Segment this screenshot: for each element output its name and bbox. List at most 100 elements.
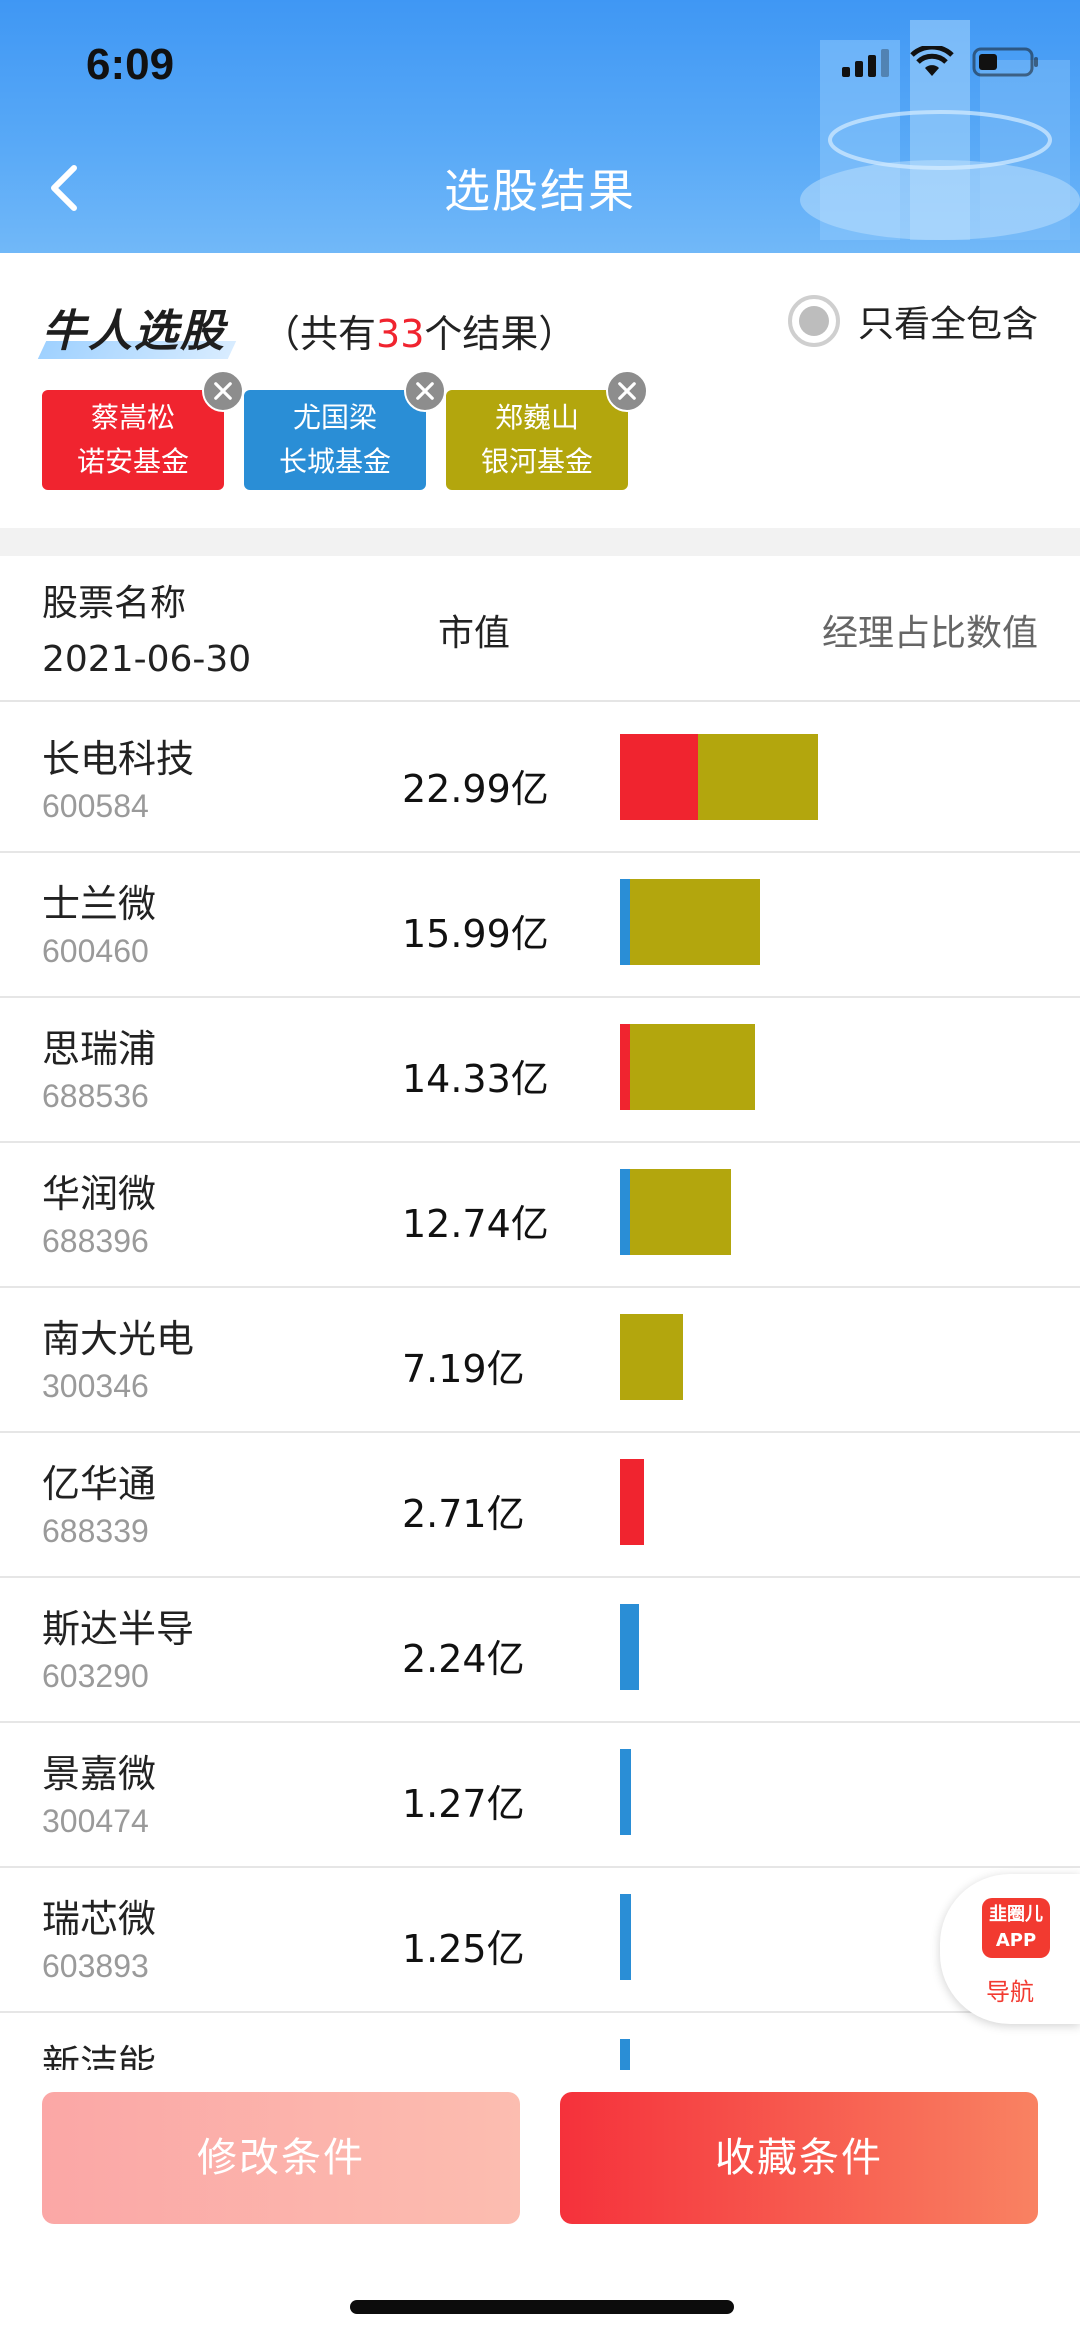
nav-floating-button[interactable]: 韭圈儿 APP 导航 <box>940 1874 1080 2024</box>
stock-row[interactable]: 华润微 688396 12.74亿 <box>0 1143 1080 1288</box>
include-all-label: 只看全包含 <box>857 304 1038 345</box>
remove-tag-icon[interactable] <box>202 370 244 412</box>
market-cap-value: 1.25亿 <box>402 1927 525 1971</box>
stock-code: 688396 <box>42 1223 149 1259</box>
nav-label: 导航 <box>986 1978 1034 2006</box>
stock-row[interactable]: 景嘉微 300474 1.27亿 <box>0 1723 1080 1868</box>
stock-name: 华润微 <box>42 1172 157 1216</box>
manager-tag[interactable]: 蔡嵩松 诺安基金 <box>42 370 244 490</box>
market-cap-value: 2.71亿 <box>402 1492 525 1536</box>
manager-ratio-bar <box>620 734 818 820</box>
column-manager-ratio[interactable]: 经理占比数值 <box>821 613 1038 654</box>
ratio-segment <box>620 1604 639 1690</box>
home-indicator <box>350 2300 734 2314</box>
column-stock-name-label: 股票名称 <box>42 583 187 624</box>
stock-code: 688339 <box>42 1513 149 1549</box>
market-cap-value: 12.74亿 <box>402 1202 549 1246</box>
app-header: 6:09 选股结果 <box>0 0 1080 253</box>
stock-name: 长电科技 <box>42 737 195 781</box>
manager-tag[interactable]: 尤国梁 长城基金 <box>244 370 446 490</box>
stock-row[interactable]: 斯达半导 603290 2.24亿 <box>0 1578 1080 1723</box>
stock-name: 亿华通 <box>42 1462 157 1506</box>
ratio-segment <box>620 879 630 965</box>
ratio-segment <box>620 1459 644 1545</box>
ratio-segment <box>620 1314 683 1400</box>
ratio-segment <box>620 1169 630 1255</box>
ratio-segment <box>620 1894 631 1980</box>
stock-name: 瑞芯微 <box>42 1897 157 1941</box>
manager-ratio-bar <box>620 879 760 965</box>
stock-row[interactable]: 瑞芯微 603893 1.25亿 <box>0 1868 1080 2013</box>
stock-name: 思瑞浦 <box>42 1027 157 1071</box>
result-count-number: 33 <box>376 312 425 356</box>
ratio-segment <box>620 1749 631 1835</box>
manager-ratio-bar <box>620 1749 631 1835</box>
stock-list: 长电科技 600584 22.99亿士兰微 600460 15.99亿思瑞浦 688536… <box>0 708 1080 2070</box>
stock-code: 600460 <box>42 933 149 969</box>
manager-fund: 长城基金 <box>278 445 391 478</box>
manager-tags: 蔡嵩松 诺安基金 尤国梁 长城基金 郑巍山 银河基金 <box>42 370 648 490</box>
ratio-segment <box>620 1024 630 1110</box>
remove-tag-icon[interactable] <box>404 370 446 412</box>
ratio-segment <box>630 1024 755 1110</box>
report-date: 2021-06-30 <box>42 639 252 680</box>
back-icon[interactable] <box>40 158 90 218</box>
stock-code: 603290 <box>42 1658 149 1694</box>
stock-row[interactable]: 亿华通 688339 2.71亿 <box>0 1433 1080 1578</box>
remove-tag-icon[interactable] <box>606 370 648 412</box>
stock-row[interactable]: 新洁能 <box>0 2013 1080 2070</box>
stock-code: 688536 <box>42 1078 149 1114</box>
stock-name: 士兰微 <box>42 882 157 926</box>
stock-row[interactable]: 南大光电 300346 7.19亿 <box>0 1288 1080 1433</box>
stock-name: 南大光电 <box>42 1317 195 1361</box>
market-cap-value: 22.99亿 <box>402 767 549 811</box>
manager-name: 郑巍山 <box>494 401 579 434</box>
stock-row[interactable]: 思瑞浦 688536 14.33亿 <box>0 998 1080 1143</box>
stock-code: 600584 <box>42 788 149 824</box>
battery-icon <box>972 47 1038 77</box>
manager-ratio-bar <box>620 1894 631 1980</box>
save-conditions-button[interactable]: 收藏条件 <box>560 2092 1038 2224</box>
stock-row[interactable]: 士兰微 600460 15.99亿 <box>0 853 1080 998</box>
stock-code: 603893 <box>42 1948 149 1984</box>
result-count-suffix: 个结果） <box>424 312 577 356</box>
manager-name: 蔡嵩松 <box>90 401 175 434</box>
ratio-segment <box>630 1169 731 1255</box>
manager-fund: 银河基金 <box>480 445 593 478</box>
signal-icon <box>842 49 889 77</box>
market-cap-value: 7.19亿 <box>402 1347 525 1391</box>
manager-ratio-bar <box>620 1024 755 1110</box>
logo: 牛人选股 <box>37 295 237 365</box>
ratio-segment <box>620 2039 630 2070</box>
market-cap-value: 2.24亿 <box>402 1637 525 1681</box>
market-cap-value: 15.99亿 <box>402 912 549 956</box>
column-stock-name[interactable]: 股票名称 2021-06-30 <box>42 576 251 688</box>
ratio-segment <box>620 734 698 820</box>
page-title: 选股结果 <box>444 164 636 218</box>
market-cap-value: 14.33亿 <box>402 1057 549 1101</box>
market-cap-value: 1.27亿 <box>402 1782 525 1826</box>
radio-button[interactable] <box>787 295 840 347</box>
bottom-action-bar: 修改条件 收藏条件 <box>0 2070 1080 2339</box>
stock-name: 斯达半导 <box>42 1607 195 1651</box>
manager-tag[interactable]: 郑巍山 银河基金 <box>446 370 648 490</box>
column-market-cap[interactable]: 市值 <box>438 613 511 654</box>
stock-name: 新洁能 <box>42 2042 157 2070</box>
manager-ratio-bar <box>620 1169 731 1255</box>
stock-name: 景嘉微 <box>42 1752 157 1796</box>
ratio-segment <box>698 734 818 820</box>
manager-ratio-bar <box>620 1459 644 1545</box>
logo-text: 牛人选股 <box>42 306 226 357</box>
modify-conditions-button[interactable]: 修改条件 <box>42 2092 520 2224</box>
manager-name: 尤国梁 <box>292 401 377 434</box>
wifi-icon <box>910 46 954 76</box>
result-count: （共有33个结果） <box>262 303 576 358</box>
status-icons <box>842 46 1040 78</box>
section-divider <box>0 528 1080 556</box>
include-all-toggle[interactable]: 只看全包含 <box>787 295 1038 347</box>
stock-row[interactable]: 长电科技 600584 22.99亿 <box>0 708 1080 853</box>
manager-fund: 诺安基金 <box>76 445 189 478</box>
radio-dot <box>798 306 829 336</box>
manager-ratio-bar <box>620 2039 630 2070</box>
app-logo-icon: 韭圈儿 APP <box>982 1898 1050 1958</box>
